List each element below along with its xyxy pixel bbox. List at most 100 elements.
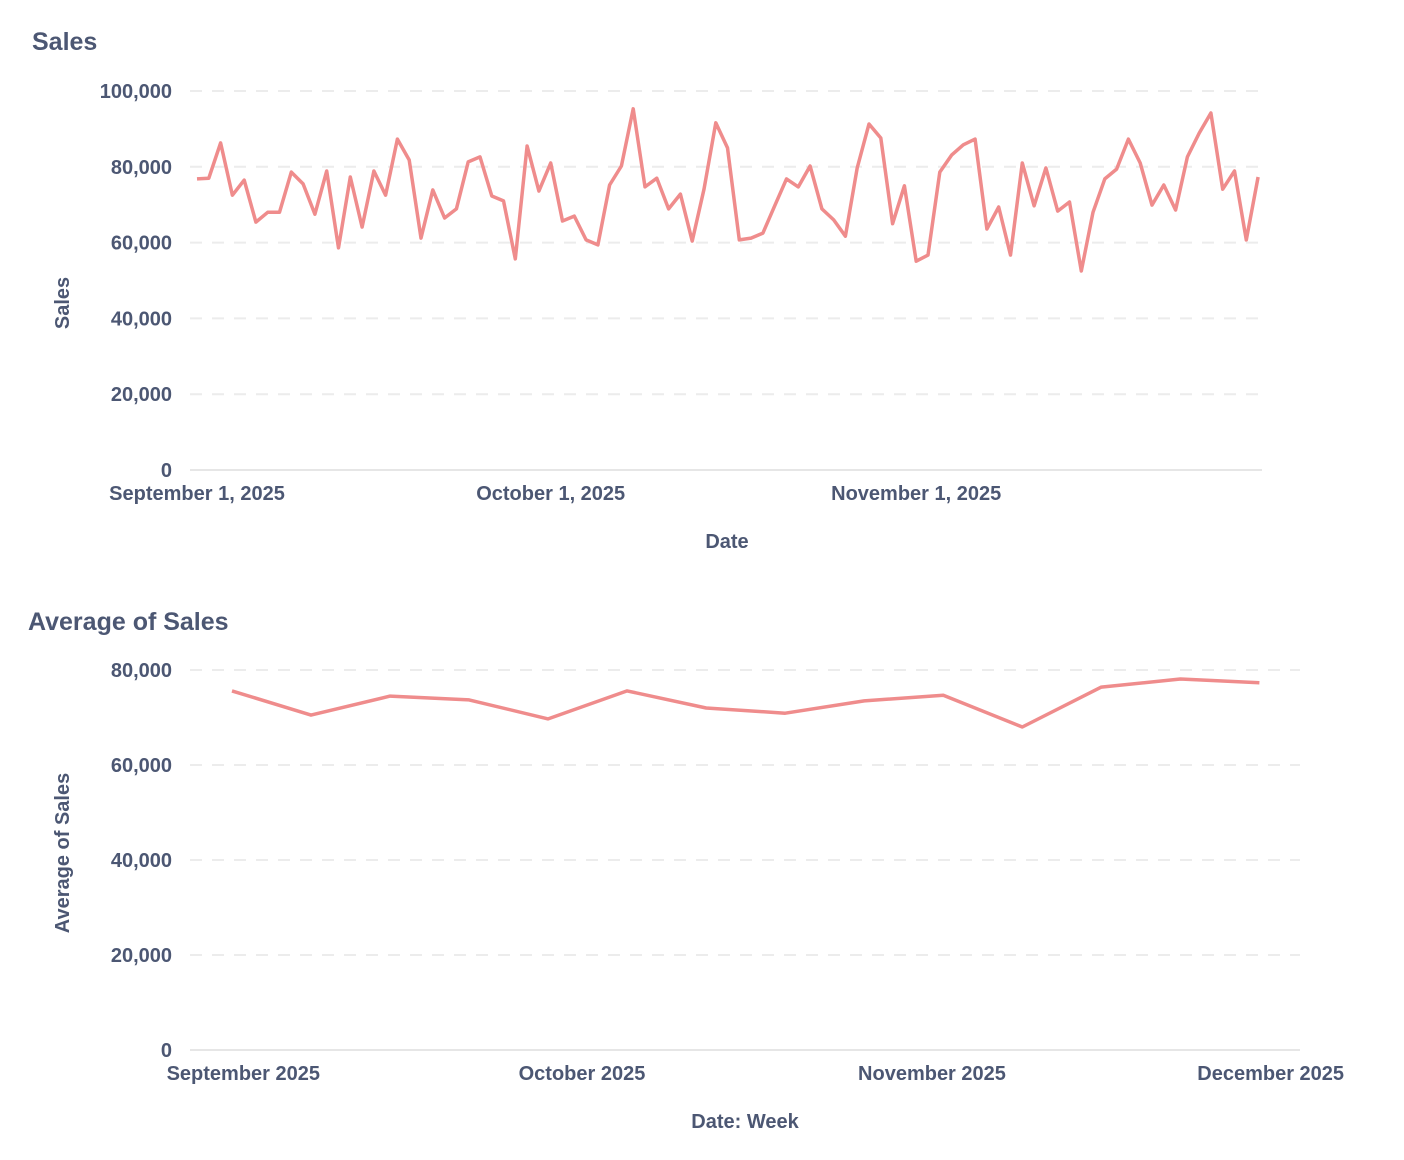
data-point[interactable] <box>1194 128 1204 138</box>
data-point[interactable] <box>499 196 509 206</box>
data-point[interactable] <box>1076 266 1086 276</box>
data-point[interactable] <box>1171 205 1181 215</box>
data-point[interactable] <box>746 233 756 243</box>
data-point[interactable] <box>782 174 792 184</box>
data-point[interactable] <box>392 134 402 144</box>
data-point[interactable] <box>1253 172 1263 182</box>
data-point[interactable] <box>664 204 674 214</box>
data-point[interactable] <box>723 143 733 153</box>
data-point[interactable] <box>381 190 391 200</box>
data-point[interactable] <box>1230 166 1240 176</box>
data-point[interactable] <box>675 189 685 199</box>
data-point[interactable] <box>758 228 768 238</box>
data-point[interactable] <box>982 224 992 234</box>
data-point[interactable] <box>1123 134 1133 144</box>
data-point[interactable] <box>805 161 815 171</box>
data-point[interactable] <box>1064 197 1074 207</box>
data-point[interactable] <box>876 133 886 143</box>
data-point[interactable] <box>616 161 626 171</box>
data-point[interactable] <box>947 150 957 160</box>
data-point[interactable] <box>840 231 850 241</box>
data-point[interactable] <box>239 175 249 185</box>
data-point[interactable] <box>1206 108 1216 118</box>
series-line[interactable] <box>231 677 1260 729</box>
data-point[interactable] <box>687 236 697 246</box>
data-point[interactable] <box>275 207 285 217</box>
data-point[interactable] <box>1159 180 1169 190</box>
data-point[interactable] <box>1147 200 1157 210</box>
data-point[interactable] <box>251 217 261 227</box>
chart-title[interactable]: Sales <box>32 28 97 56</box>
data-point[interactable] <box>923 250 933 260</box>
data-point[interactable] <box>216 138 226 148</box>
data-point[interactable] <box>622 686 632 696</box>
data-point[interactable] <box>306 710 316 720</box>
data-point[interactable] <box>711 118 721 128</box>
data-point[interactable] <box>605 180 615 190</box>
data-point[interactable] <box>1254 678 1264 688</box>
data-point[interactable] <box>333 243 343 253</box>
data-point[interactable] <box>286 167 296 177</box>
data-point[interactable] <box>817 204 827 214</box>
data-point[interactable] <box>581 235 591 245</box>
data-point[interactable] <box>699 184 709 194</box>
data-point[interactable] <box>1029 201 1039 211</box>
data-point[interactable] <box>357 222 367 232</box>
data-point[interactable] <box>569 211 579 221</box>
data-point[interactable] <box>994 202 1004 212</box>
data-point[interactable] <box>734 235 744 245</box>
data-point[interactable] <box>935 167 945 177</box>
data-point[interactable] <box>464 695 474 705</box>
data-point[interactable] <box>1096 682 1106 692</box>
data-point[interactable] <box>852 163 862 173</box>
data-point[interactable] <box>1182 152 1192 162</box>
data-point[interactable] <box>628 104 638 114</box>
data-point[interactable] <box>593 240 603 250</box>
data-point[interactable] <box>864 119 874 129</box>
data-point[interactable] <box>263 207 273 217</box>
data-point[interactable] <box>938 690 948 700</box>
data-point[interactable] <box>385 691 395 701</box>
data-point[interactable] <box>546 158 556 168</box>
data-point[interactable] <box>1100 174 1110 184</box>
data-point[interactable] <box>543 714 553 724</box>
data-point[interactable] <box>1112 164 1122 174</box>
data-point[interactable] <box>1017 722 1027 732</box>
data-point[interactable] <box>475 152 485 162</box>
data-point[interactable] <box>298 179 308 189</box>
series-line[interactable] <box>196 107 1260 273</box>
data-point[interactable] <box>793 182 803 192</box>
data-point[interactable] <box>463 157 473 167</box>
data-point[interactable] <box>958 140 968 150</box>
data-point[interactable] <box>640 182 650 192</box>
data-point[interactable] <box>557 216 567 226</box>
data-point[interactable] <box>888 219 898 229</box>
data-point[interactable] <box>192 174 202 184</box>
data-point[interactable] <box>829 215 839 225</box>
data-point[interactable] <box>970 134 980 144</box>
data-point[interactable] <box>701 703 711 713</box>
data-point[interactable] <box>1218 184 1228 194</box>
data-point[interactable] <box>652 173 662 183</box>
data-point[interactable] <box>1088 207 1098 217</box>
data-point[interactable] <box>404 155 414 165</box>
data-point[interactable] <box>451 204 461 214</box>
data-point[interactable] <box>204 173 214 183</box>
data-point[interactable] <box>1241 235 1251 245</box>
data-point[interactable] <box>322 166 332 176</box>
data-point[interactable] <box>428 185 438 195</box>
data-point[interactable] <box>534 186 544 196</box>
data-point[interactable] <box>1006 250 1016 260</box>
data-point[interactable] <box>770 201 780 211</box>
data-point[interactable] <box>1135 158 1145 168</box>
data-point[interactable] <box>227 190 237 200</box>
data-point[interactable] <box>227 686 237 696</box>
data-point[interactable] <box>1017 158 1027 168</box>
data-point[interactable] <box>487 191 497 201</box>
data-point[interactable] <box>369 166 379 176</box>
data-point[interactable] <box>859 696 869 706</box>
data-point[interactable] <box>911 256 921 266</box>
data-point[interactable] <box>1175 674 1185 684</box>
data-point[interactable] <box>522 141 532 151</box>
data-point[interactable] <box>510 254 520 264</box>
